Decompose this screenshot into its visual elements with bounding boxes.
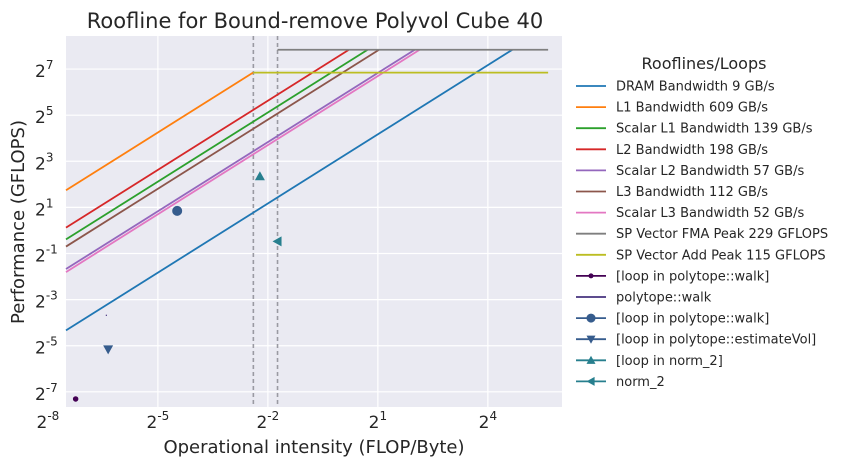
roofline-bandwidth-line <box>65 48 421 273</box>
legend-item: Scalar L1 Bandwidth 139 GB/s <box>576 122 813 137</box>
legend-item: SP Vector Add Peak 115 GFLOPS <box>576 248 826 263</box>
legend-item: [loop in polytope::estimateVol] <box>576 333 816 348</box>
legend-marker <box>586 355 596 364</box>
legend-label: Scalar L2 Bandwidth 57 GB/s <box>616 164 804 179</box>
x-tick-label: 2-5 <box>146 409 169 433</box>
loop-point <box>254 171 265 181</box>
legend-title: Rooflines/Loops <box>642 54 767 73</box>
y-tick-label: 25 <box>35 104 53 128</box>
legend-label: [loop in norm_2] <box>616 354 723 369</box>
y-tick-label: 2-1 <box>35 243 58 267</box>
x-tick-label: 24 <box>479 409 497 433</box>
y-tick-label: 27 <box>35 58 53 82</box>
loop-point <box>72 396 79 402</box>
legend-label: SP Vector Add Peak 115 GFLOPS <box>616 248 826 263</box>
legend-item: DRAM Bandwidth 9 GB/s <box>576 80 775 95</box>
legend-item: [loop in polytope::walk] <box>576 269 769 284</box>
legend-items: DRAM Bandwidth 9 GB/s L1 Bandwidth 609 GB… <box>576 80 828 390</box>
legend-marker <box>588 273 594 279</box>
chart-title: Roofline for Bound-remove Polyvol Cube 4… <box>87 9 544 33</box>
y-tick-label: 2-7 <box>35 381 58 405</box>
legend-item: L3 Bandwidth 112 GB/s <box>576 185 768 200</box>
roofline-bandwidth-line <box>65 48 380 248</box>
legend-marker <box>586 313 596 323</box>
x-tick-label: 2-8 <box>37 409 60 433</box>
roofline-series <box>65 48 549 332</box>
legend-label: DRAM Bandwidth 9 GB/s <box>616 80 775 95</box>
roofline-bandwidth-line <box>65 71 254 192</box>
roofline-bandwidth-line <box>65 48 513 332</box>
legend-label: Scalar L1 Bandwidth 139 GB/s <box>616 122 813 137</box>
legend-item: Scalar L3 Bandwidth 52 GB/s <box>576 206 804 221</box>
y-tick-label: 21 <box>35 196 53 220</box>
legend-label: L2 Bandwidth 198 GB/s <box>616 143 768 158</box>
legend-label: polytope::walk <box>616 291 712 306</box>
legend-label: [loop in polytope::walk] <box>616 312 769 327</box>
y-tick-label: 2-3 <box>35 289 58 313</box>
legend-item: Scalar L2 Bandwidth 57 GB/s <box>576 164 804 179</box>
x-tick-label: 2-2 <box>256 409 279 433</box>
roofline-bandwidth-line <box>65 48 416 270</box>
legend: Rooflines/Loops DRAM Bandwidth 9 GB/s L1 … <box>576 54 828 390</box>
legend-label: L1 Bandwidth 609 GB/s <box>616 101 768 116</box>
x-tick-label: 21 <box>369 409 387 433</box>
legend-label: [loop in polytope::estimateVol] <box>616 333 816 348</box>
legend-item: L2 Bandwidth 198 GB/s <box>576 143 768 158</box>
legend-item: [loop in norm_2] <box>576 354 723 369</box>
y-tick-label: 2-5 <box>35 335 58 359</box>
vertical-reference-lines <box>252 36 279 407</box>
legend-label: [loop in polytope::walk] <box>616 269 769 284</box>
legend-label: SP Vector FMA Peak 229 GFLOPS <box>616 227 828 242</box>
loop-point <box>105 314 107 316</box>
legend-item: norm_2 <box>576 375 665 390</box>
legend-item: L1 Bandwidth 609 GB/s <box>576 101 768 116</box>
legend-item: [loop in polytope::walk] <box>576 312 769 327</box>
legend-label: L3 Bandwidth 112 GB/s <box>616 185 768 200</box>
legend-item: polytope::walk <box>576 291 712 306</box>
x-axis-label: Operational intensity (FLOP/Byte) <box>163 437 464 458</box>
legend-marker <box>586 335 596 344</box>
y-tick-label: 23 <box>35 150 53 174</box>
legend-item: SP Vector FMA Peak 229 GFLOPS <box>576 227 828 242</box>
y-tick-labels: 2-7 2-5 2-3 2-1 21 23 25 27 <box>35 58 58 405</box>
y-axis-label: Performance (GFLOPS) <box>8 120 29 324</box>
loop-points <box>72 171 282 402</box>
loop-point <box>172 205 183 216</box>
x-tick-labels: 2-8 2-5 2-2 21 24 <box>37 409 498 433</box>
legend-label: Scalar L3 Bandwidth 52 GB/s <box>616 206 804 221</box>
legend-marker <box>586 376 595 386</box>
legend-label: norm_2 <box>616 375 665 390</box>
roofline-bandwidth-line <box>65 48 369 241</box>
roofline-bandwidth-line <box>65 48 350 229</box>
loop-point <box>272 236 282 247</box>
grid <box>47 36 562 407</box>
loop-point <box>103 345 114 355</box>
